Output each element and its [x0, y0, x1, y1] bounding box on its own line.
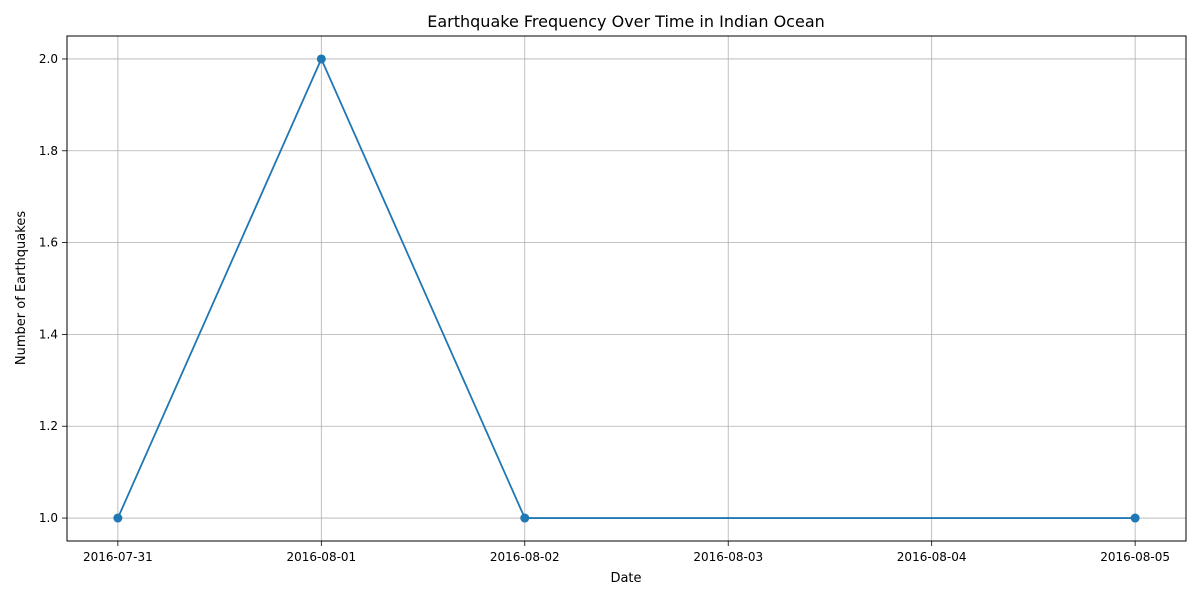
axes: 2016-07-31 2016-08-01 2016-08-02 2016-08-03…	[39, 52, 1170, 564]
y-tick-label: 1.8	[39, 144, 58, 158]
y-tick-label: 1.0	[39, 511, 58, 525]
series-layer	[113, 54, 1140, 523]
y-tick-label: 2.0	[39, 52, 58, 66]
data-point-marker	[113, 513, 123, 523]
x-tick-label: 2016-08-03	[693, 550, 763, 564]
x-tick-label: 2016-08-01	[286, 550, 356, 564]
data-point-marker	[520, 513, 530, 523]
plot-frame	[66, 35, 1187, 542]
x-tick-label: 2016-08-05	[1100, 550, 1170, 564]
y-tick-label: 1.6	[39, 236, 58, 250]
x-tick-label: 2016-08-04	[897, 550, 967, 564]
x-tick-label: 2016-07-31	[83, 550, 153, 564]
x-axis-label: Date	[610, 571, 641, 586]
y-tick-label: 1.4	[39, 327, 58, 341]
grid	[67, 36, 1186, 541]
chart-title: Earthquake Frequency Over Time in Indian…	[427, 12, 825, 31]
data-point-marker	[1130, 513, 1140, 523]
series-line	[117, 58, 1136, 519]
x-tick-label: 2016-08-02	[490, 550, 560, 564]
y-axis-label: Number of Earthquakes	[14, 211, 29, 365]
y-tick-label: 1.2	[39, 419, 58, 433]
data-point-marker	[316, 54, 326, 64]
